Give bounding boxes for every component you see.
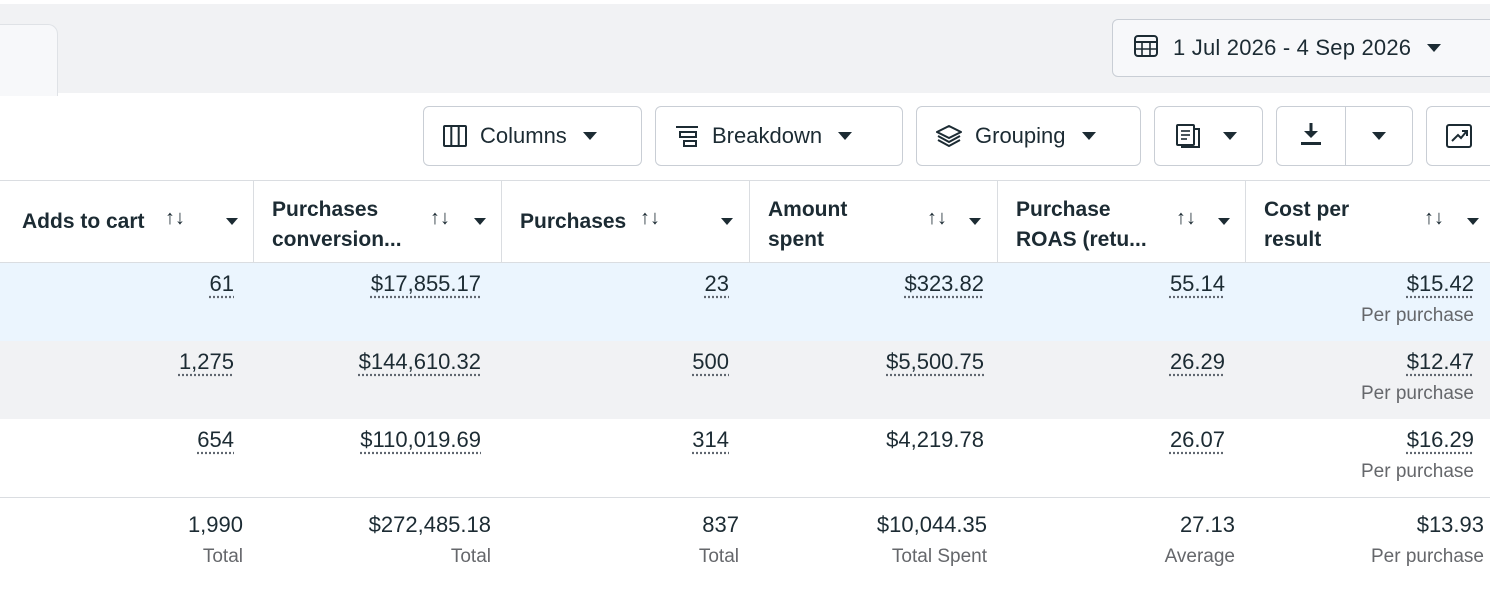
purchases-cell[interactable]: 500 — [692, 349, 729, 374]
table-row[interactable]: 61 $17,855.17 23 $323.82 55.14 $15.42 Per… — [0, 263, 1490, 341]
header-title: Purchases conversion... — [272, 198, 402, 251]
amount-spent-cell[interactable]: $5,500.75 — [886, 349, 984, 374]
chevron-down-icon — [1081, 132, 1096, 140]
calendar-icon — [1133, 33, 1159, 64]
column-header-purchases-conversion-value[interactable]: Purchases conversion... ↑↓ — [254, 180, 502, 263]
adds-to-cart-cell[interactable]: 1,275 — [178, 349, 234, 374]
chevron-down-icon[interactable] — [1467, 218, 1479, 225]
total-sublabel: Per purchase — [1370, 546, 1484, 567]
totals-row: 1,990 Total $272,485.18 Total 837 Total $10… — [0, 497, 1490, 587]
trend-chart-icon — [1445, 123, 1473, 149]
grouping-label: Grouping — [975, 123, 1066, 148]
header-title: Purchases — [520, 210, 627, 233]
adds-to-cart-total: 1,990 Total — [187, 512, 243, 567]
column-header-cost-per-result[interactable]: Cost per result ↑↓ — [1246, 180, 1490, 263]
amount-spent-cell: $4,219.78 — [886, 427, 984, 452]
amount-spent-total: $10,044.35 Total Spent — [876, 512, 987, 567]
columns-button[interactable]: Columns — [423, 106, 642, 166]
column-header-amount-spent[interactable]: Amount spent ↑↓ — [750, 180, 998, 263]
purchases-cell[interactable]: 23 — [704, 271, 729, 296]
chevron-down-icon[interactable] — [474, 218, 486, 225]
layers-icon — [935, 123, 963, 149]
sort-icon[interactable]: ↑↓ — [927, 207, 947, 229]
total-sublabel: Total Spent — [891, 546, 987, 567]
sort-icon[interactable]: ↑↓ — [165, 207, 185, 229]
date-range-picker[interactable]: 1 Jul 2026 - 4 Sep 2026 — [1112, 19, 1490, 77]
chart-button[interactable] — [1426, 106, 1490, 166]
split-divider — [1345, 107, 1346, 165]
download-button[interactable] — [1277, 121, 1345, 152]
breakdown-button[interactable]: Breakdown — [655, 106, 903, 166]
sort-icon[interactable]: ↑↓ — [640, 207, 660, 229]
adds-to-cart-cell[interactable]: 654 — [197, 427, 234, 452]
top-edge — [0, 0, 1490, 4]
export-options-button[interactable] — [1346, 132, 1412, 140]
cost-per-result-sublabel: Per purchase — [1360, 305, 1474, 326]
export-split-button[interactable] — [1276, 106, 1413, 166]
total-sublabel: Total — [698, 546, 739, 567]
purchases-total: 837 Total — [698, 512, 739, 567]
breakdown-label: Breakdown — [712, 123, 823, 148]
report-icon — [1175, 123, 1201, 149]
chevron-down-icon — [582, 132, 597, 140]
cost-per-result-cell[interactable]: $15.42 Per purchase — [1360, 271, 1474, 326]
cost-per-result-cell[interactable]: $16.29 Per purchase — [1360, 427, 1474, 482]
roas-cell[interactable]: 26.07 — [1169, 427, 1225, 452]
conversion-value-total: $272,485.18 Total — [368, 512, 491, 567]
header-title: Cost per result — [1264, 198, 1350, 251]
total-sublabel: Average — [1164, 546, 1235, 567]
roas-cell[interactable]: 55.14 — [1169, 271, 1225, 296]
cost-per-result-sublabel: Per purchase — [1360, 461, 1474, 482]
sort-icon[interactable]: ↑↓ — [1424, 207, 1444, 229]
top-bar: 1 Jul 2026 - 4 Sep 2026 — [0, 0, 1490, 96]
download-icon — [1299, 121, 1323, 152]
header-title: Amount spent — [768, 198, 848, 251]
roas-cell[interactable]: 26.29 — [1169, 349, 1225, 374]
chevron-down-icon[interactable] — [721, 218, 733, 225]
conversion-value-cell[interactable]: $17,855.17 — [370, 271, 481, 296]
chevron-down-icon — [1372, 132, 1386, 140]
cost-per-result-cell[interactable]: $12.47 Per purchase — [1360, 349, 1474, 404]
header-title: Adds to cart — [22, 210, 145, 233]
chevron-down-icon[interactable] — [1218, 218, 1230, 225]
columns-label: Columns — [480, 123, 567, 148]
table-row[interactable]: 1,275 $144,610.32 500 $5,500.75 26.29 $1… — [0, 341, 1490, 419]
roas-average: 27.13 Average — [1164, 512, 1235, 567]
columns-icon — [442, 124, 468, 148]
conversion-value-cell[interactable]: $144,610.32 — [358, 349, 481, 374]
cost-per-result-total: $13.93 Per purchase — [1370, 512, 1484, 567]
date-range-label: 1 Jul 2026 - 4 Sep 2026 — [1173, 35, 1412, 60]
adds-to-cart-cell[interactable]: 61 — [209, 271, 234, 296]
chevron-down-icon[interactable] — [226, 218, 238, 225]
header-title: Purchase ROAS (retu... — [1016, 198, 1147, 251]
tab-card[interactable] — [0, 24, 58, 96]
sort-icon[interactable]: ↑↓ — [430, 207, 450, 229]
purchases-cell[interactable]: 314 — [692, 427, 729, 452]
chevron-down-icon — [1427, 44, 1442, 52]
column-header-purchase-roas[interactable]: Purchase ROAS (retu... ↑↓ — [998, 180, 1246, 263]
reports-button[interactable] — [1154, 106, 1263, 166]
column-header-purchases[interactable]: Purchases ↑↓ — [502, 180, 750, 263]
grouping-button[interactable]: Grouping — [916, 106, 1141, 166]
amount-spent-cell[interactable]: $323.82 — [904, 271, 984, 296]
sort-icon[interactable]: ↑↓ — [1176, 207, 1196, 229]
total-sublabel: Total — [202, 546, 243, 567]
total-sublabel: Total — [450, 546, 491, 567]
chevron-down-icon[interactable] — [969, 218, 981, 225]
conversion-value-cell[interactable]: $110,019.69 — [360, 427, 481, 452]
chevron-down-icon — [838, 132, 853, 140]
chevron-down-icon — [1223, 132, 1237, 140]
column-header-adds-to-cart[interactable]: Adds to cart ↑↓ — [0, 180, 254, 263]
table-row[interactable]: 654 $110,019.69 314 $4,219.78 26.07 $16.… — [0, 419, 1490, 497]
cost-per-result-sublabel: Per purchase — [1360, 383, 1474, 404]
breakdown-icon — [674, 123, 700, 149]
